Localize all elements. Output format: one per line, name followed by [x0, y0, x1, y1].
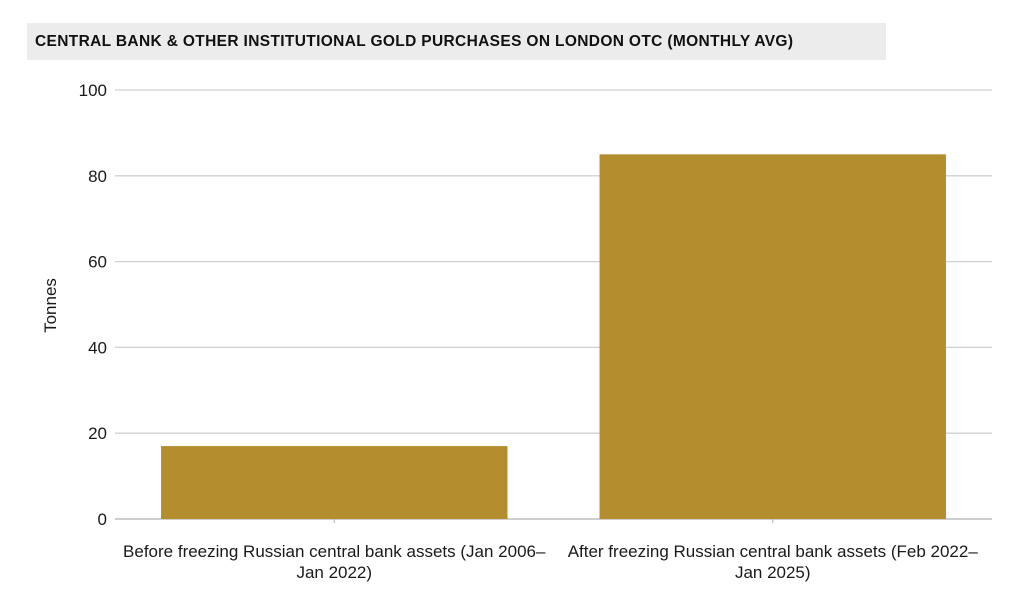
x-tick-label-before: Before freezing Russian central bank ass… — [123, 542, 546, 582]
y-tick-label-60: 60 — [88, 253, 107, 272]
bar-1 — [599, 154, 946, 519]
y-tick-label-0: 0 — [98, 510, 107, 529]
y-axis-label: Tonnes — [41, 278, 60, 333]
chart-title-box: CENTRAL BANK & OTHER INSTITUTIONAL GOLD … — [27, 23, 886, 60]
y-tick-label-80: 80 — [88, 167, 107, 186]
x-tick-label-after: After freezing Russian central bank asse… — [567, 542, 978, 582]
chart-title: CENTRAL BANK & OTHER INSTITUTIONAL GOLD … — [35, 32, 794, 50]
bar-0 — [161, 446, 508, 519]
y-tick-label-100: 100 — [79, 81, 107, 100]
y-tick-label-20: 20 — [88, 424, 107, 443]
y-tick-label-40: 40 — [88, 338, 107, 357]
